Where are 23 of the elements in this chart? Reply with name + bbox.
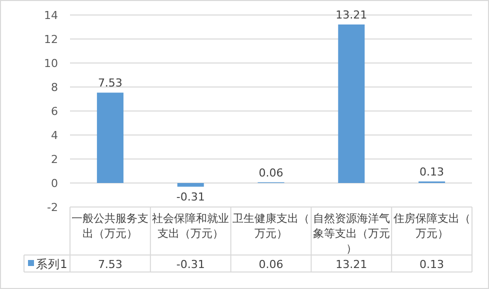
bar: [177, 183, 204, 187]
y-tick-label: 6: [51, 105, 58, 118]
y-tick-label: 8: [51, 81, 58, 94]
y-tick-label: 0: [51, 177, 58, 190]
text: 0.13: [420, 258, 444, 271]
text: 13.21: [336, 258, 368, 271]
x-tick-label: 住房保障支出（万元）: [393, 212, 470, 240]
y-tick-label: -2: [47, 201, 58, 214]
bar: [96, 92, 124, 183]
legend-label: 系列1: [36, 257, 68, 271]
y-tick-label: 2: [51, 153, 58, 166]
text: -0.31: [176, 258, 205, 271]
text: 0.06: [258, 258, 284, 271]
x-tick-label: 社会保障和就业支出（万元）: [152, 212, 230, 240]
y-tick-label: 14: [44, 9, 58, 22]
y-tick-label: 10: [44, 57, 58, 70]
x-tick-label: 卫生健康支出（万元）: [232, 212, 310, 240]
x-tick-label: 自然资源海洋气象等支出（万元）: [312, 212, 390, 255]
x-tick-label: 一般公共服务支出（万元）: [72, 212, 149, 240]
y-tick-label: 12: [44, 33, 58, 46]
bar: [338, 24, 365, 183]
y-tick-label: 4: [51, 129, 58, 142]
text: 7.53: [98, 258, 122, 271]
